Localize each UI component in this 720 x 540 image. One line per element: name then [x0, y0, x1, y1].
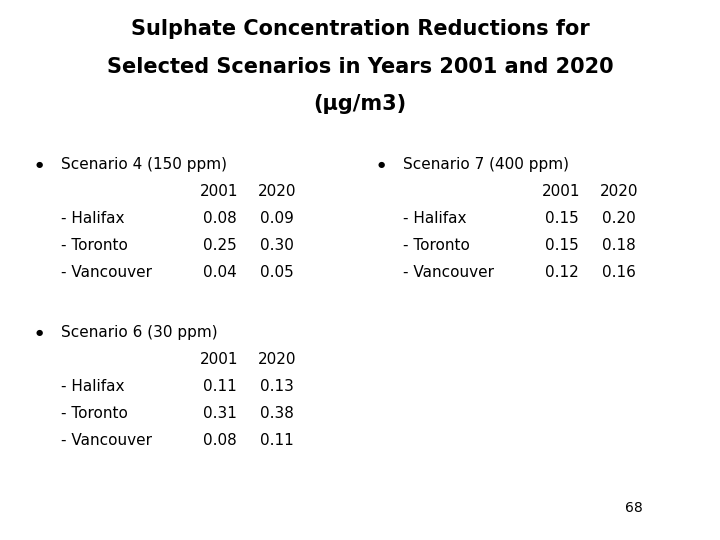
- Text: 0.18: 0.18: [603, 238, 636, 253]
- Text: 0.38: 0.38: [260, 406, 294, 421]
- Text: 0.08: 0.08: [203, 433, 236, 448]
- Text: ●: ●: [36, 160, 43, 169]
- Text: 0.09: 0.09: [260, 211, 294, 226]
- Text: 0.08: 0.08: [203, 211, 236, 226]
- Text: 2020: 2020: [600, 184, 639, 199]
- Text: 2020: 2020: [258, 352, 297, 367]
- Text: - Halifax: - Halifax: [403, 211, 467, 226]
- Text: 0.15: 0.15: [545, 211, 578, 226]
- Text: 0.12: 0.12: [545, 265, 578, 280]
- Text: Scenario 7 (400 ppm): Scenario 7 (400 ppm): [403, 157, 570, 172]
- Text: 0.30: 0.30: [260, 238, 294, 253]
- Text: - Halifax: - Halifax: [61, 211, 125, 226]
- Text: 0.05: 0.05: [261, 265, 294, 280]
- Text: Scenario 6 (30 ppm): Scenario 6 (30 ppm): [61, 325, 218, 340]
- Text: 68: 68: [625, 501, 642, 515]
- Text: - Toronto: - Toronto: [403, 238, 470, 253]
- Text: Scenario 4 (150 ppm): Scenario 4 (150 ppm): [61, 157, 228, 172]
- Text: ●: ●: [378, 160, 385, 169]
- Text: - Halifax: - Halifax: [61, 379, 125, 394]
- Text: Sulphate Concentration Reductions for: Sulphate Concentration Reductions for: [130, 19, 590, 39]
- Text: - Vancouver: - Vancouver: [61, 265, 152, 280]
- Text: 2001: 2001: [542, 184, 581, 199]
- Text: Selected Scenarios in Years 2001 and 2020: Selected Scenarios in Years 2001 and 202…: [107, 57, 613, 77]
- Text: 0.20: 0.20: [603, 211, 636, 226]
- Text: - Toronto: - Toronto: [61, 238, 128, 253]
- Text: 0.04: 0.04: [203, 265, 236, 280]
- Text: 0.11: 0.11: [261, 433, 294, 448]
- Text: 0.15: 0.15: [545, 238, 578, 253]
- Text: 0.11: 0.11: [203, 379, 236, 394]
- Text: - Toronto: - Toronto: [61, 406, 128, 421]
- Text: 2020: 2020: [258, 184, 297, 199]
- Text: - Vancouver: - Vancouver: [403, 265, 494, 280]
- Text: 0.25: 0.25: [203, 238, 236, 253]
- Text: 0.13: 0.13: [260, 379, 294, 394]
- Text: ●: ●: [36, 328, 43, 336]
- Text: 0.31: 0.31: [202, 406, 237, 421]
- Text: 2001: 2001: [200, 352, 239, 367]
- Text: - Vancouver: - Vancouver: [61, 433, 152, 448]
- Text: 0.16: 0.16: [602, 265, 636, 280]
- Text: 2001: 2001: [200, 184, 239, 199]
- Text: (μg/m3): (μg/m3): [313, 94, 407, 114]
